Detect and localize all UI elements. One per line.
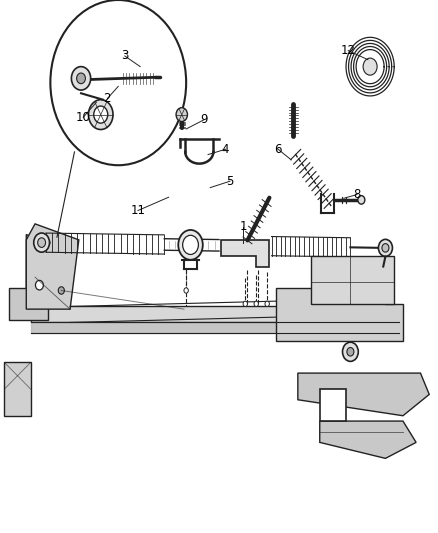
Text: 4: 4 [222,143,230,156]
Circle shape [378,239,392,256]
Circle shape [178,230,203,260]
Circle shape [254,301,258,306]
Circle shape [58,287,64,294]
Circle shape [358,196,365,204]
Polygon shape [26,224,79,309]
Text: 1: 1 [239,220,247,233]
Polygon shape [298,373,429,416]
Text: 5: 5 [226,175,233,188]
Circle shape [183,235,198,254]
Circle shape [265,301,269,306]
Text: 10: 10 [76,111,91,124]
Circle shape [176,108,187,122]
Circle shape [50,0,186,165]
Polygon shape [31,306,399,322]
Text: 3: 3 [121,50,128,62]
Circle shape [184,288,188,293]
Polygon shape [311,256,394,304]
Circle shape [363,58,377,75]
Circle shape [38,238,46,247]
Polygon shape [276,288,403,341]
Circle shape [347,348,354,356]
Polygon shape [4,362,31,416]
Polygon shape [320,421,416,458]
Circle shape [88,100,113,130]
Circle shape [382,244,389,252]
Polygon shape [221,240,269,267]
Text: 9: 9 [200,114,208,126]
Polygon shape [26,235,53,306]
Polygon shape [320,389,346,421]
Text: 12: 12 [341,44,356,57]
Circle shape [35,280,43,290]
Circle shape [34,233,49,252]
Circle shape [343,342,358,361]
Polygon shape [9,288,66,320]
Circle shape [243,301,247,306]
Text: 11: 11 [131,204,145,217]
Text: 2: 2 [103,92,111,105]
Text: 8: 8 [353,188,360,201]
Circle shape [94,106,108,123]
Circle shape [77,73,85,84]
Circle shape [71,67,91,90]
Text: 6: 6 [274,143,282,156]
